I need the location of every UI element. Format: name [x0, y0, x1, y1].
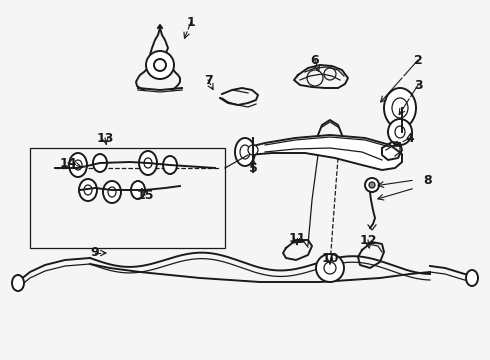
Text: 12: 12: [359, 234, 377, 247]
Ellipse shape: [395, 126, 405, 138]
Bar: [30, 148, 225, 248]
Text: 11: 11: [288, 231, 306, 244]
Text: 9: 9: [91, 247, 99, 260]
Ellipse shape: [12, 275, 24, 291]
Ellipse shape: [154, 59, 166, 71]
Ellipse shape: [369, 182, 375, 188]
Ellipse shape: [146, 51, 174, 79]
Ellipse shape: [388, 119, 412, 145]
Text: 15: 15: [136, 189, 154, 202]
Ellipse shape: [248, 145, 258, 155]
Ellipse shape: [144, 158, 152, 168]
Ellipse shape: [384, 88, 416, 128]
Ellipse shape: [74, 160, 82, 170]
Text: 10: 10: [321, 252, 339, 265]
Ellipse shape: [93, 154, 107, 172]
Ellipse shape: [316, 254, 344, 282]
Ellipse shape: [139, 151, 157, 175]
Ellipse shape: [69, 153, 87, 177]
Text: 5: 5: [248, 162, 257, 175]
Text: 1: 1: [187, 15, 196, 28]
Text: 14: 14: [59, 157, 77, 170]
Text: 4: 4: [406, 131, 415, 144]
Ellipse shape: [392, 98, 408, 118]
Ellipse shape: [235, 138, 255, 166]
Ellipse shape: [108, 187, 116, 197]
Text: 3: 3: [414, 78, 422, 91]
Ellipse shape: [84, 185, 92, 195]
Ellipse shape: [163, 156, 177, 174]
Ellipse shape: [324, 262, 336, 274]
Ellipse shape: [240, 145, 250, 159]
Ellipse shape: [79, 179, 97, 201]
Ellipse shape: [466, 270, 478, 286]
Ellipse shape: [131, 181, 145, 199]
Text: 2: 2: [414, 54, 422, 67]
Text: 6: 6: [311, 54, 319, 67]
Ellipse shape: [365, 178, 379, 192]
Text: 8: 8: [424, 174, 432, 186]
Polygon shape: [240, 135, 402, 170]
Text: 13: 13: [97, 131, 114, 144]
Ellipse shape: [103, 181, 121, 203]
Text: 7: 7: [204, 73, 212, 86]
